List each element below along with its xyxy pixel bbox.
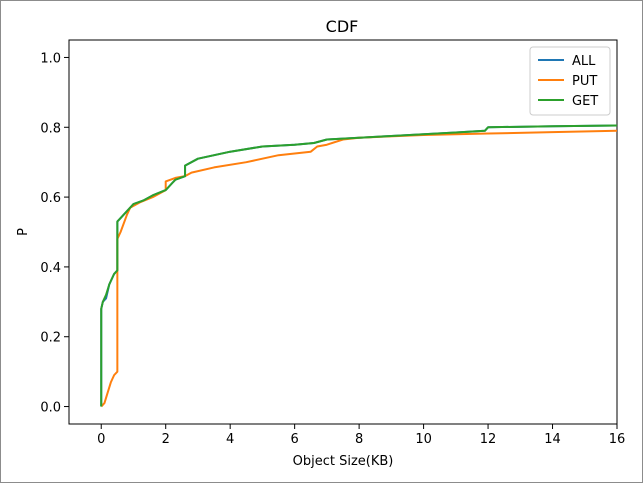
y-tick-label: 1.0 bbox=[40, 51, 61, 66]
x-tick-label: 2 bbox=[162, 432, 170, 447]
y-axis-label: P bbox=[16, 228, 31, 236]
y-tick-label: 0.6 bbox=[40, 191, 61, 206]
series-line-all bbox=[100, 124, 618, 407]
x-tick-label: 4 bbox=[226, 432, 234, 447]
x-tick-label: 10 bbox=[415, 432, 432, 447]
series-line-put bbox=[100, 129, 618, 408]
x-tick-label: 16 bbox=[609, 432, 626, 447]
x-axis: 0 2 4 6 8 10 12 14 16 bbox=[97, 424, 625, 447]
x-tick-label: 14 bbox=[544, 432, 561, 447]
chart-title: CDF bbox=[326, 17, 359, 36]
x-tick-label: 12 bbox=[480, 432, 497, 447]
y-axis: 0.0 0.2 0.4 0.6 0.8 1.0 bbox=[40, 51, 69, 416]
legend-label-all: ALL bbox=[572, 54, 596, 69]
y-tick-label: 0.8 bbox=[40, 121, 61, 136]
y-tick-label: 0.2 bbox=[40, 331, 61, 346]
x-tick-label: 6 bbox=[291, 432, 299, 447]
legend: ALL PUT GET bbox=[529, 46, 611, 116]
y-tick-label: 0.4 bbox=[40, 261, 61, 276]
x-tick-label: 8 bbox=[355, 432, 363, 447]
x-tick-label: 0 bbox=[97, 432, 105, 447]
plot-area bbox=[68, 39, 618, 425]
legend-label-put: PUT bbox=[572, 74, 597, 89]
legend-label-get: GET bbox=[572, 94, 598, 109]
y-tick-label: 0.0 bbox=[40, 401, 61, 416]
legend-box bbox=[529, 46, 611, 116]
series-line-get bbox=[100, 124, 618, 407]
x-axis-label: Object Size(KB) bbox=[293, 454, 394, 469]
series-lines bbox=[100, 124, 618, 408]
